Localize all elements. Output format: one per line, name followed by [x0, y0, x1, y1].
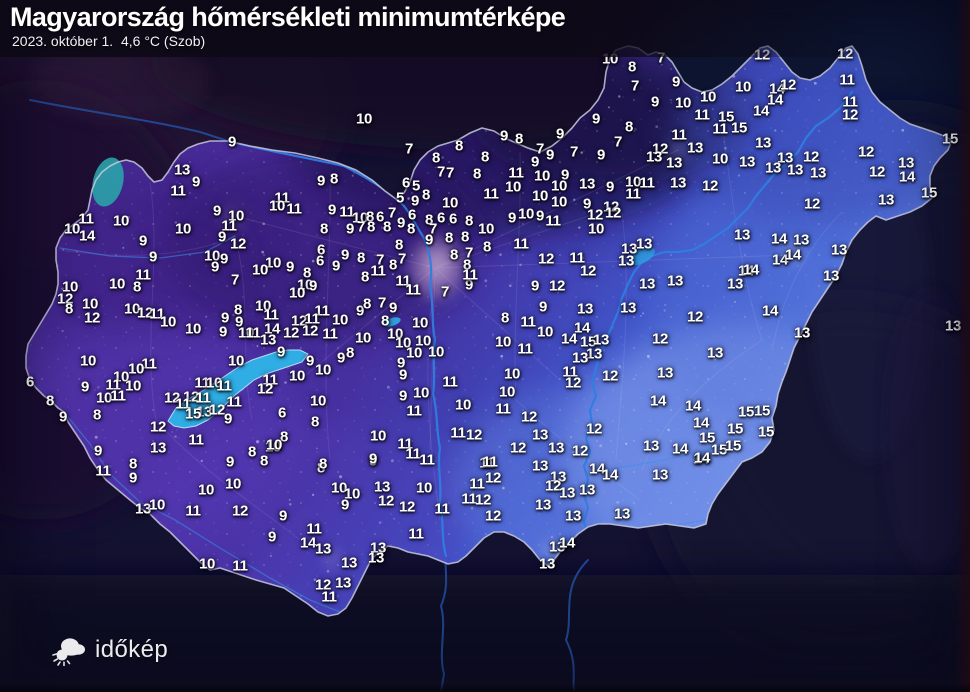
lake-balaton — [167, 349, 309, 429]
branding-logo: időkép — [50, 634, 168, 666]
map-subtitle: 2023. október 1. 4,6 °C (Szob) — [12, 33, 206, 49]
koros-river — [599, 441, 736, 471]
drava-river — [63, 411, 341, 613]
sun-cloud-icon — [52, 638, 85, 666]
logo-text: időkép — [95, 636, 169, 663]
lake-ferto — [92, 157, 124, 207]
lake-tisza — [629, 246, 655, 266]
title-bar: Magyarország hőmérsékleti minimumtérképe… — [0, 0, 970, 57]
danube-river — [163, 126, 448, 558]
page-title: Magyarország hőmérsékleti minimumtérképe — [10, 2, 566, 32]
rivers-outside — [29, 99, 589, 692]
raba-river — [59, 235, 236, 259]
lake-velence — [383, 317, 401, 327]
danube-inflow-river — [29, 99, 229, 142]
tisza-river — [582, 90, 854, 566]
danube-lower-river — [439, 555, 448, 692]
tisza-lower-river — [564, 559, 589, 692]
